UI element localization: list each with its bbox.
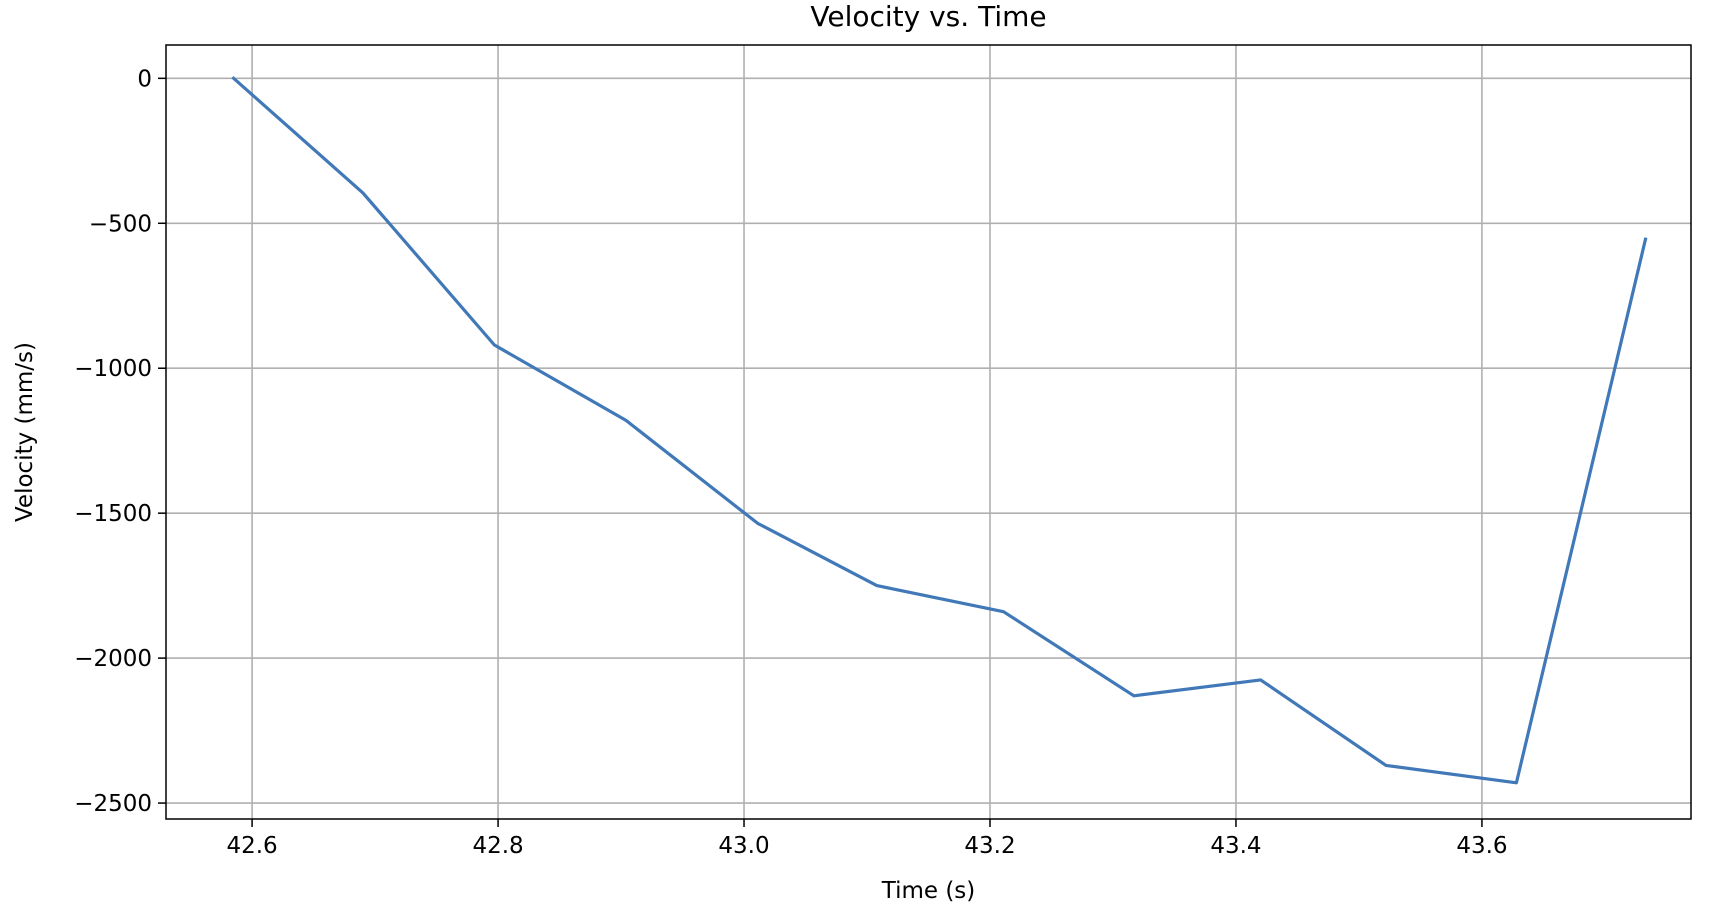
x-axis-label: Time (s) [881, 878, 976, 904]
y-axis-label: Velocity (mm/s) [12, 342, 38, 522]
y-tick-label: −2500 [74, 791, 152, 817]
y-tick-label: −1500 [74, 501, 152, 527]
x-tick-label: 43.2 [964, 833, 1015, 859]
x-tick-label: 43.6 [1456, 833, 1507, 859]
x-tick-label: 43.0 [718, 833, 769, 859]
x-tick-label: 43.4 [1210, 833, 1261, 859]
y-tick-label: −2000 [74, 646, 152, 672]
series-line [231, 76, 1648, 785]
grid-lines [166, 45, 1691, 819]
ticks-layer: 42.6 42.8 43.0 43.2 43.4 43.6 0 −500 −1000 −1500 −… [74, 66, 1507, 859]
plot-frame [165, 44, 1692, 820]
y-tick-label: −500 [89, 211, 152, 237]
x-tick-label: 42.6 [226, 833, 277, 859]
x-tick-label: 42.8 [472, 833, 523, 859]
series-layer [231, 76, 1648, 785]
y-tick-label: 0 [137, 66, 152, 92]
y-tick-label: −1000 [74, 356, 152, 382]
chart-title: Velocity vs. Time [810, 0, 1046, 33]
